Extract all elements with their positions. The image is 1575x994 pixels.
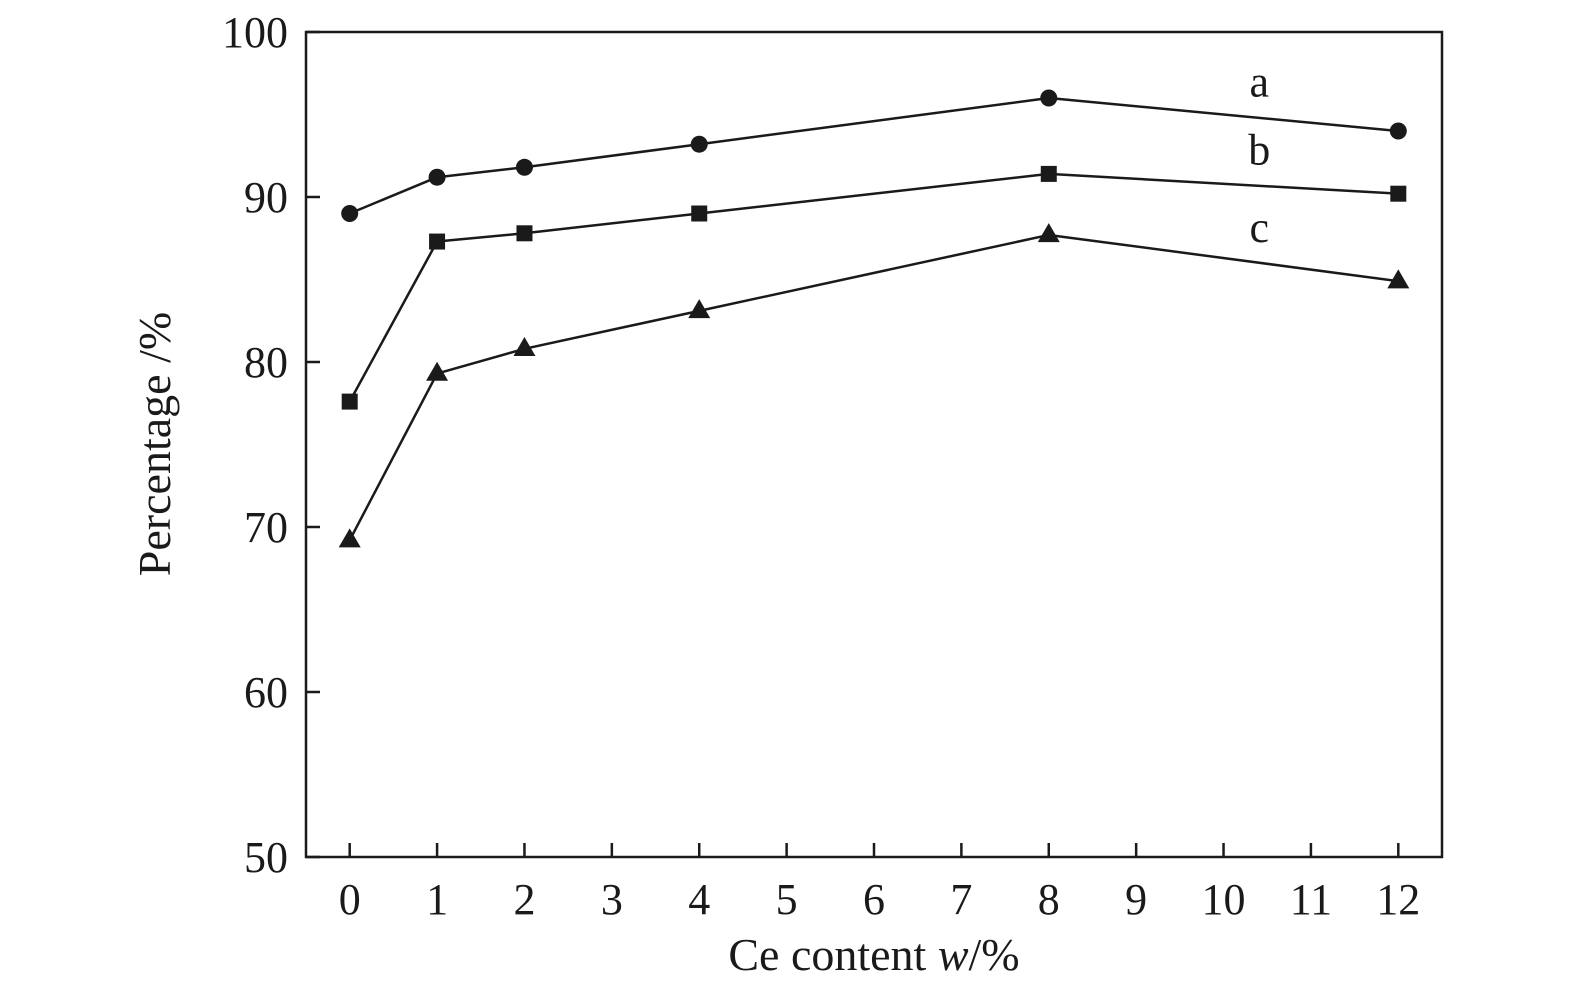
x-axis-title: Ce content w/% (728, 929, 1019, 980)
y-tick-label: 60 (244, 668, 288, 717)
y-axis: 50 60 70 80 90 100 (222, 8, 320, 882)
y-tick-label: 50 (244, 833, 288, 882)
x-tick-label: 0 (339, 875, 361, 924)
y-tick-label: 100 (222, 8, 288, 57)
x-tick-label: 5 (776, 875, 798, 924)
data-point-a (1040, 89, 1058, 107)
x-tick-label: 1 (426, 875, 448, 924)
x-tick-label: 2 (513, 875, 535, 924)
series-line-b (348, 172, 1399, 403)
x-tick-label: 9 (1125, 875, 1147, 924)
plot-frame (304, 30, 1444, 859)
x-axis: 0 1 2 3 4 5 6 7 8 9 10 11 12 (339, 843, 1420, 924)
x-axis-title-prefix: Ce content (728, 929, 938, 980)
x-tick-label: 10 (1202, 875, 1246, 924)
series-line-c (348, 233, 1399, 541)
x-tick-label: 3 (601, 875, 623, 924)
x-axis-title-suffix: /% (969, 929, 1020, 980)
data-point-b (691, 205, 708, 222)
data-point-a (690, 135, 708, 153)
x-tick-label: 11 (1290, 875, 1332, 924)
series-label-b: b (1248, 125, 1270, 174)
series-label-c: c (1249, 203, 1269, 252)
data-point-c (426, 361, 449, 381)
series-line-a (349, 96, 1399, 215)
y-tick-label: 80 (244, 338, 288, 387)
data-point-b (516, 225, 533, 242)
y-axis-title: Percentage /% (129, 312, 180, 576)
data-point-b (1040, 165, 1057, 182)
data-point-b (1390, 185, 1407, 202)
y-tick-label: 90 (244, 173, 288, 222)
x-tick-label: 7 (950, 875, 972, 924)
data-point-c (1037, 223, 1060, 243)
data-point-a (1389, 122, 1407, 140)
y-tick-label: 70 (244, 503, 288, 552)
data-point-c (513, 337, 536, 357)
data-point-b (341, 393, 358, 410)
x-tick-label: 8 (1038, 875, 1060, 924)
data-point-c (338, 528, 361, 548)
data-point-a (341, 205, 359, 222)
data-point-c (1387, 269, 1410, 289)
series-label-a: a (1249, 58, 1269, 107)
x-tick-label: 6 (863, 875, 885, 924)
x-tick-label: 4 (688, 875, 710, 924)
x-tick-label: 12 (1376, 875, 1420, 924)
series-layer: abc (338, 58, 1410, 548)
data-point-a (428, 168, 446, 186)
data-point-a (515, 158, 533, 176)
data-point-c (688, 299, 711, 319)
x-axis-title-variable: w (938, 929, 969, 980)
data-point-b (429, 233, 446, 250)
